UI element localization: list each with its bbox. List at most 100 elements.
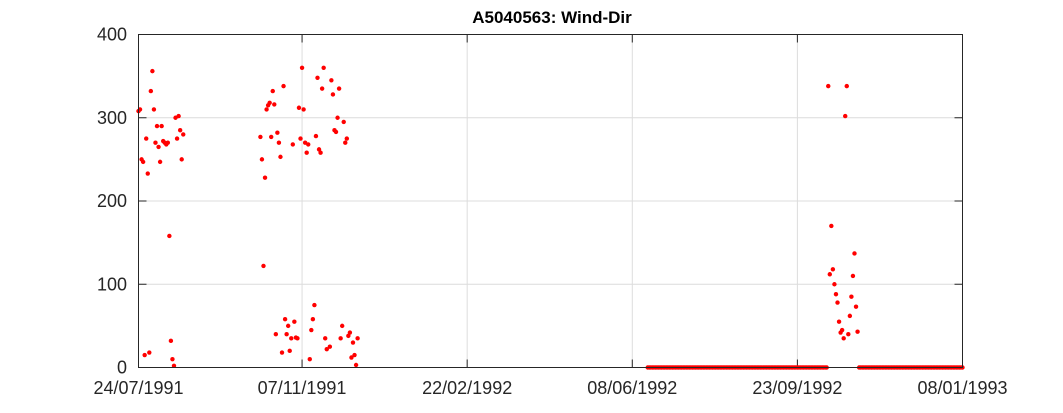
y-tick-label: 100 (97, 274, 127, 294)
data-point (269, 134, 274, 140)
data-point (344, 136, 350, 141)
data-point (275, 130, 280, 135)
data-point (341, 119, 346, 125)
data-point (264, 107, 269, 112)
x-tick-label: 07/11/1991 (258, 378, 347, 398)
data-point (167, 233, 172, 239)
data-point (323, 336, 328, 341)
data-point (142, 352, 147, 358)
data-point (157, 159, 163, 165)
data-point (352, 352, 357, 358)
data-point (832, 282, 837, 287)
plot-frame (138, 34, 963, 368)
data-point (836, 319, 842, 324)
data-point (295, 336, 300, 341)
data-point (144, 136, 149, 141)
data-point (281, 83, 286, 89)
x-tick-labels: 24/07/1991 07/11/1991 22/02/1992 08/06/1992… (93, 378, 1007, 398)
data-point (338, 336, 343, 341)
data-point (285, 323, 291, 329)
x-tick-label: 22/02/1992 (422, 378, 512, 398)
data-point (140, 159, 146, 165)
data-point (276, 140, 282, 145)
data-point (258, 134, 263, 140)
data-point (171, 363, 177, 369)
data-point (148, 88, 154, 94)
data-point (279, 350, 285, 355)
data-point (284, 332, 289, 337)
data-point (319, 86, 325, 91)
data-point (316, 147, 322, 152)
data-point (839, 327, 845, 333)
data-point (843, 113, 848, 119)
y-tick-label: 300 (97, 108, 127, 128)
data-point (159, 123, 164, 129)
data-point (181, 132, 186, 137)
data-point (156, 144, 161, 150)
data-point (833, 292, 839, 297)
y-tick-label: 400 (97, 25, 127, 45)
data-point (318, 150, 323, 155)
data-point (852, 251, 857, 256)
data-point (847, 313, 853, 319)
data-point (844, 83, 849, 89)
data-point (826, 83, 831, 89)
y-tick-label: 0 (117, 358, 127, 378)
data-point (174, 136, 180, 141)
y-tick-label: 200 (97, 191, 127, 211)
data-point (296, 105, 302, 110)
data-point (267, 100, 272, 105)
x-tick-label: 08/01/1993 (917, 378, 1007, 398)
data-point (849, 294, 854, 299)
data-point (350, 340, 356, 345)
data-point (324, 346, 329, 352)
data-point (347, 330, 353, 335)
data-point (168, 338, 174, 344)
data-point (272, 102, 277, 107)
data-point (846, 332, 851, 337)
data-point (333, 129, 339, 135)
data-point (165, 140, 171, 145)
data-point (353, 362, 359, 368)
data-point (335, 115, 340, 120)
data-point (349, 355, 354, 360)
data-point (330, 92, 336, 97)
data-point (262, 175, 268, 180)
chart-title: A5040563: Wind-Dir (472, 8, 632, 27)
data-point (273, 332, 279, 337)
data-point (309, 327, 314, 333)
data-point (270, 88, 275, 94)
data-point (306, 142, 311, 147)
data-point (177, 128, 183, 133)
data-point (355, 336, 360, 341)
data-point (153, 140, 158, 145)
data-point (170, 356, 175, 362)
data-point (850, 273, 856, 279)
x-tick-label: 08/06/1992 (587, 378, 677, 398)
x-tick-label: 24/07/1991 (93, 378, 183, 398)
data-point (287, 348, 292, 354)
data-point (301, 107, 306, 112)
data-point (292, 319, 297, 324)
data-point (313, 133, 319, 139)
data-point (841, 336, 846, 341)
data-point (299, 65, 305, 71)
data-point (282, 317, 288, 322)
data-point (312, 302, 317, 308)
grid (138, 34, 963, 368)
data-point (830, 267, 836, 272)
data-point (145, 171, 150, 176)
data-point (835, 300, 840, 305)
data-point (855, 329, 860, 334)
data-point (176, 113, 181, 119)
data-point (259, 157, 265, 162)
data-point (261, 263, 266, 269)
data-point (327, 344, 333, 349)
data-point (343, 140, 348, 145)
data-point (321, 65, 326, 71)
data-point (304, 150, 309, 155)
data-point (289, 336, 294, 341)
data-point (827, 272, 832, 277)
y-tick-labels: 0 100 200 300 400 (97, 25, 127, 378)
